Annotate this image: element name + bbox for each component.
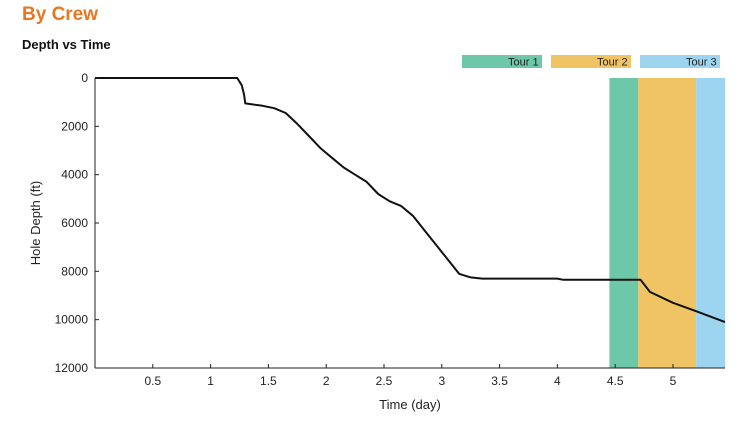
y-tick-label: 0 [81,71,88,85]
legend-swatch-tour-3 [640,55,720,68]
chart-title: Depth vs Time [22,37,111,52]
x-tick-label: 3 [438,374,445,388]
x-tick-label: 1 [207,374,214,388]
legend: Tour 1 Tour 2 Tour 3 [462,55,720,69]
x-axis-label: Time (day) [379,397,441,412]
tick-labels: 0.5 1 1.5 2 2.5 3 3.5 4 4.5 5 0 2000 4000 6000 8000 100… [55,71,677,388]
section-heading: By Crew [22,4,99,25]
tour-band-3 [696,78,725,368]
tour-bands [609,78,725,368]
tour-band-1 [609,78,639,368]
tour-band-2 [638,78,697,368]
y-tick-label: 10000 [55,313,89,327]
x-tick-label: 2 [323,374,330,388]
legend-label-tour-1: Tour 1 [508,57,539,69]
depth-series-line-1 [95,77,726,324]
y-axis-label: Hole Depth (ft) [28,181,43,266]
x-tick-label: 4.5 [607,374,624,388]
x-tick-label: 3.5 [491,374,508,388]
legend-swatch-tour-2 [551,55,631,68]
x-tick-label: 1.5 [260,374,277,388]
axes [94,77,725,369]
x-tick-label: 2.5 [376,374,393,388]
y-tick-label: 4000 [61,168,88,182]
x-tick-label: 4 [554,374,561,388]
legend-label-tour-2: Tour 2 [597,57,628,69]
depth-line-layer [95,77,726,324]
x-tick-label: 0.5 [144,374,161,388]
y-tick-label: 8000 [61,264,88,278]
y-tick-label: 6000 [61,216,88,230]
legend-label-tour-3: Tour 3 [686,57,717,69]
y-tick-label: 12000 [55,361,89,375]
x-tick-label: 5 [670,374,677,388]
y-tick-label: 2000 [61,119,88,133]
legend-swatch-tour-1 [462,55,542,68]
